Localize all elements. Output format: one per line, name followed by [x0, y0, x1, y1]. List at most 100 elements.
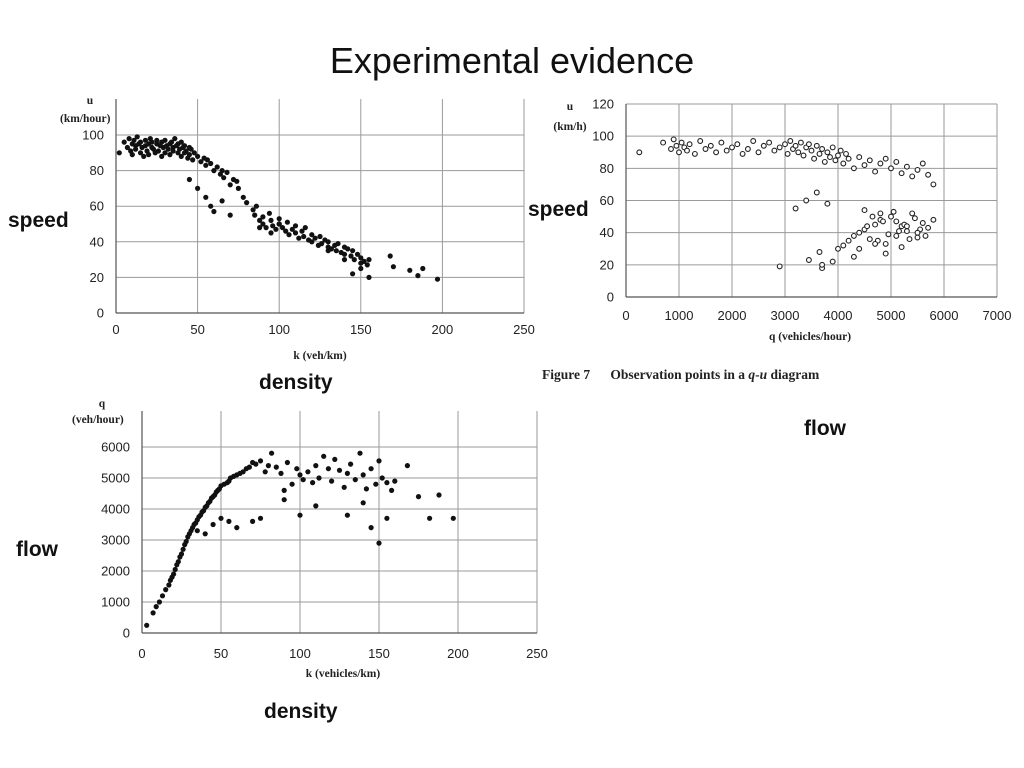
- caption-end: diagram: [767, 367, 820, 382]
- speed-flow-point: [636, 149, 643, 156]
- speed-density-point: [224, 169, 230, 175]
- speed-flow-point: [805, 257, 812, 263]
- speed-flow-point: [829, 144, 836, 151]
- speed-density-point: [350, 248, 356, 254]
- speed-density-point: [279, 225, 286, 231]
- flow-density-point: [316, 475, 322, 481]
- speed-flow-point: [850, 253, 857, 260]
- speed-flow-point: [914, 234, 921, 241]
- speed-flow-xtick-label: 2000: [718, 308, 747, 323]
- speed-flow-point: [872, 168, 879, 175]
- speed-density-point: [273, 226, 279, 232]
- speed-flow-xlabel: q (vehicles/hour): [769, 331, 851, 343]
- speed-flow-point: [914, 229, 921, 236]
- speed-flow-ytick-label: 120: [592, 97, 614, 112]
- flow-density-point: [436, 492, 442, 498]
- speed-flow-point: [723, 147, 730, 154]
- speed-flow-point: [922, 232, 929, 239]
- speed-flow-point: [792, 142, 799, 149]
- speed-density-point: [227, 182, 233, 188]
- speed-flow-point: [808, 147, 815, 154]
- flow-density-point: [284, 459, 290, 466]
- speed-flow-point: [893, 218, 900, 225]
- flow-density-point: [172, 566, 178, 573]
- speed-flow-point: [729, 144, 735, 151]
- speed-flow-point: [803, 197, 810, 204]
- speed-density-xtick-label: 150: [350, 322, 372, 337]
- speed-density-point: [296, 235, 302, 241]
- speed-density-point: [186, 176, 192, 183]
- speed-flow-point: [707, 142, 714, 149]
- speed-flow-ytick-label: 60: [600, 193, 614, 208]
- flow-density-point: [246, 464, 252, 470]
- speed-density-point: [188, 146, 194, 152]
- speed-flow-point: [813, 142, 820, 149]
- flow-density-point: [250, 518, 256, 525]
- speed-density-point: [252, 212, 258, 218]
- speed-density-point: [333, 248, 339, 254]
- flow-density-point: [257, 458, 264, 464]
- speed-density-point: [276, 216, 282, 222]
- flow-density-xtick-label: 250: [526, 646, 548, 661]
- speed-flow-point: [766, 139, 773, 146]
- speed-flow-point: [845, 237, 852, 244]
- slide-title: Experimental evidence: [329, 40, 695, 81]
- speed-flow-point: [898, 244, 905, 251]
- speed-density-point: [350, 271, 356, 277]
- speed-density-point: [335, 241, 341, 247]
- density-label-top: density: [259, 371, 333, 394]
- speed-density-xtick-label: 0: [112, 322, 119, 337]
- speed-flow-point: [909, 210, 916, 217]
- flow-density-point: [352, 477, 358, 483]
- flow-density-point: [427, 515, 433, 521]
- flow-density-point: [297, 512, 303, 518]
- speed-flow-point: [864, 223, 871, 230]
- speed-flow-point: [906, 236, 913, 243]
- flow-density-point: [404, 463, 410, 469]
- flow-density-ylabel-line1: q: [99, 398, 106, 410]
- speed-flow-group: 0 20 40 60 80 100 120 0 1000 2000 3000 4000 5000 6000…: [553, 97, 1011, 344]
- speed-density-point: [289, 226, 295, 232]
- speed-density-point: [154, 137, 160, 143]
- speed-density-xtick-label: 200: [432, 322, 454, 337]
- flow-density-point: [163, 587, 169, 593]
- flow-density-point: [313, 463, 319, 469]
- speed-density-point: [244, 200, 250, 206]
- flow-density-point: [363, 486, 369, 492]
- flow-density-point: [171, 571, 177, 577]
- speed-density-point: [292, 230, 299, 236]
- speed-flow-point: [782, 141, 788, 148]
- speed-flow-point: [903, 163, 910, 170]
- flow-density-ytick-label: 1000: [101, 595, 130, 610]
- speed-density-point: [172, 136, 178, 142]
- speed-density-xtick-label: 50: [190, 322, 204, 337]
- speed-density-point: [284, 219, 290, 225]
- speed-density-ytick-label: 20: [90, 270, 104, 285]
- speed-flow-point: [877, 160, 884, 167]
- speed-density-point: [204, 157, 210, 163]
- speed-density-point: [250, 207, 256, 213]
- speed-density-point: [434, 276, 441, 282]
- speed-density-point: [268, 230, 274, 236]
- flow-density-point: [144, 622, 150, 628]
- speed-density-point: [268, 217, 274, 223]
- speed-flow-point: [885, 231, 892, 238]
- speed-density-xtick-label: 100: [268, 322, 290, 337]
- flow-density-xlabel: k (vehicles/km): [306, 668, 381, 680]
- speed-density-point: [211, 168, 217, 174]
- flow-density-point: [415, 494, 422, 500]
- speed-flow-point: [795, 149, 802, 156]
- speed-flow-point: [882, 240, 889, 247]
- speed-density-point: [137, 139, 144, 145]
- flow-density-xtick-label: 50: [214, 646, 228, 661]
- speed-flow-point: [840, 160, 847, 167]
- speed-flow-point: [880, 218, 886, 225]
- speed-density-point: [257, 225, 263, 231]
- speed-density-point: [317, 233, 323, 240]
- speed-flow-point: [872, 221, 879, 228]
- flow-density-xtick-label: 100: [289, 646, 311, 661]
- speed-flow-point: [792, 205, 799, 212]
- speed-flow-point: [856, 245, 863, 252]
- speed-density-point: [155, 148, 161, 154]
- speed-density-point: [227, 212, 233, 218]
